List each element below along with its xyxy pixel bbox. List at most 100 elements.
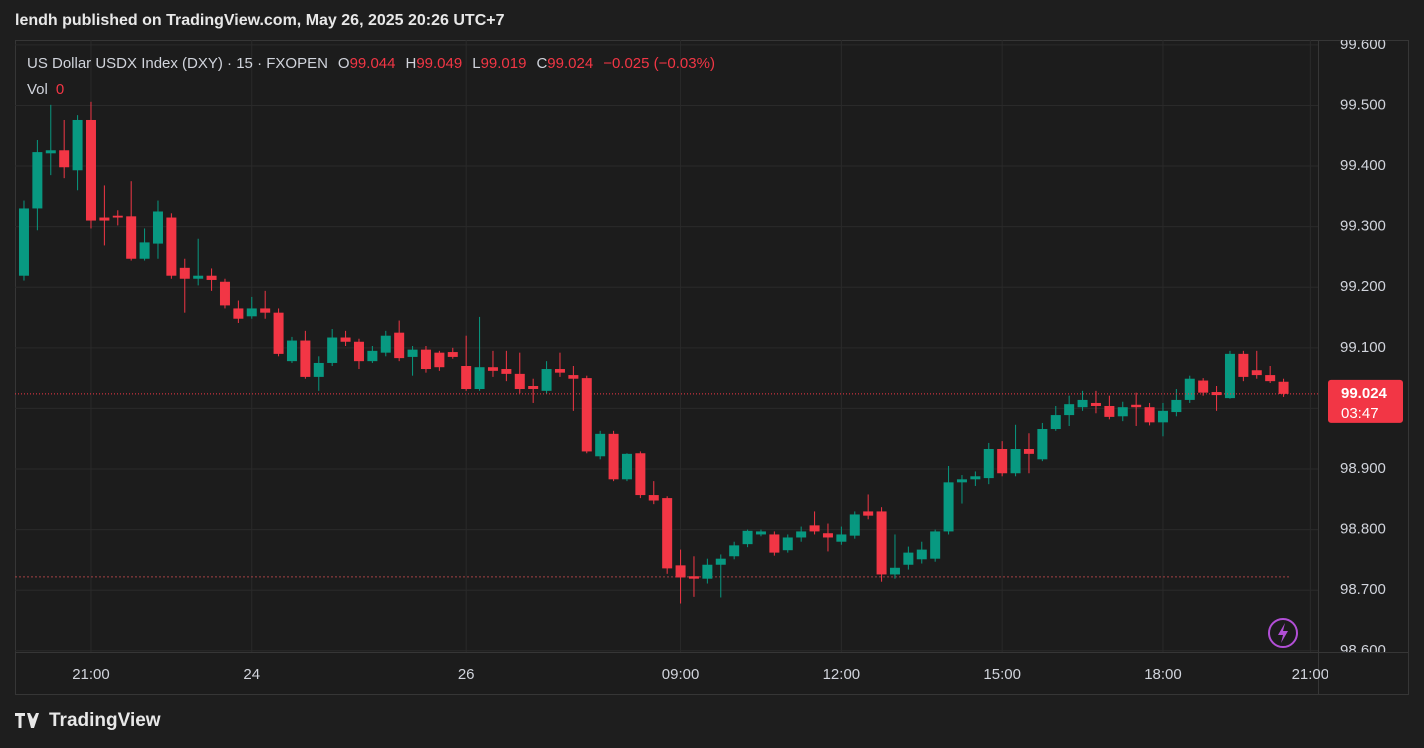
candle-body xyxy=(286,340,297,362)
candle-body xyxy=(769,534,780,553)
candle-body xyxy=(903,552,914,565)
candle-body xyxy=(983,449,994,479)
candle-body xyxy=(394,332,405,359)
candle-body xyxy=(18,208,29,276)
candle-body xyxy=(1064,404,1075,416)
last-price-box xyxy=(1328,379,1403,423)
brand-name: TradingView xyxy=(49,710,161,731)
candle-body xyxy=(246,308,257,317)
candle-body xyxy=(461,365,472,390)
candle-body xyxy=(1171,399,1182,413)
candle-body xyxy=(943,482,954,532)
candle-body xyxy=(836,534,847,542)
last-price-label: 99.024 xyxy=(1341,385,1388,402)
candle-body xyxy=(166,217,177,276)
candle-body xyxy=(112,215,123,218)
y-tick-label: 99.200 xyxy=(1340,278,1386,295)
candle-body xyxy=(300,340,311,377)
candle-body xyxy=(755,531,766,535)
candle-body xyxy=(340,337,351,342)
candle-body xyxy=(206,275,217,280)
candle-body xyxy=(1077,399,1088,408)
candle-body xyxy=(353,341,364,362)
candle-body xyxy=(715,558,726,565)
x-tick-label: 18:00 xyxy=(1144,666,1182,683)
x-tick-label: 24 xyxy=(243,666,260,683)
countdown-label: 03:47 xyxy=(1341,405,1379,422)
y-tick-label: 98.900 xyxy=(1340,460,1386,477)
candle-body xyxy=(889,567,900,575)
candle-body xyxy=(233,308,244,319)
y-tick-label: 99.600 xyxy=(1340,36,1386,53)
candle-body xyxy=(99,217,110,221)
volume-label: Vol xyxy=(27,81,48,98)
x-tick-label: 12:00 xyxy=(823,666,861,683)
candle-body xyxy=(1010,449,1021,474)
candle-body xyxy=(876,511,887,575)
candle-body xyxy=(1104,405,1115,417)
candle-body xyxy=(487,367,498,371)
candle-body xyxy=(72,119,83,171)
candle-body xyxy=(1037,429,1048,460)
candle-body xyxy=(474,367,485,390)
candle-body xyxy=(313,362,324,377)
candle-body xyxy=(434,352,445,368)
candle-body xyxy=(45,150,56,154)
candle-body xyxy=(675,565,686,578)
candle-body xyxy=(662,498,673,569)
y-tick-label: 99.500 xyxy=(1340,96,1386,113)
candle-body xyxy=(608,433,619,480)
symbol-title: US Dollar USDX Index (DXY) · 15 · FXOPEN xyxy=(27,55,328,72)
publisher-line: lendh published on TradingView.com, May … xyxy=(15,12,505,29)
candle-body xyxy=(1131,404,1142,408)
x-tick-label: 21:00 xyxy=(72,666,110,683)
alert-icon xyxy=(1268,618,1298,648)
low-prefix: L xyxy=(472,55,480,72)
candle-body xyxy=(139,242,150,259)
candle-body xyxy=(1278,381,1289,394)
y-tick-label: 99.400 xyxy=(1340,157,1386,174)
candles xyxy=(15,101,1318,604)
candle-body xyxy=(59,150,70,168)
candle-body xyxy=(260,308,271,313)
volume-value: 0 xyxy=(56,81,64,98)
candle-body xyxy=(1198,380,1209,393)
candle-body xyxy=(863,511,874,516)
candle-body xyxy=(407,349,418,357)
brand-logo xyxy=(15,713,39,728)
candle-body xyxy=(179,267,190,279)
candle-body xyxy=(648,495,659,501)
candle-body xyxy=(568,375,579,379)
legend-line: US Dollar USDX Index (DXY) · 15 · FXOPEN… xyxy=(27,55,715,72)
candle-body xyxy=(219,281,230,306)
candle-body xyxy=(528,385,539,390)
high-value: 99.049 xyxy=(416,55,462,72)
candle-body xyxy=(193,275,204,279)
candle-body xyxy=(796,531,807,538)
candle-body xyxy=(380,335,391,353)
candle-body xyxy=(822,533,833,538)
close-prefix: C xyxy=(536,55,547,72)
candle-body xyxy=(635,453,646,496)
x-tick-label: 26 xyxy=(458,666,475,683)
x-tick-label: 09:00 xyxy=(662,666,700,683)
candle-body xyxy=(1224,353,1235,399)
candle-body xyxy=(1090,402,1101,406)
candle-body xyxy=(541,369,552,391)
candle-body xyxy=(916,549,927,560)
time-axis: 21:00 24 26 09:00 12:00 15:00 18:00 21:00 xyxy=(72,666,1328,683)
candle-body xyxy=(970,476,981,480)
candle-body xyxy=(595,433,606,457)
candle-body xyxy=(85,119,96,221)
candle-body xyxy=(930,531,941,559)
candle-body xyxy=(554,369,565,373)
candle-body xyxy=(1050,415,1061,430)
candle-body xyxy=(1157,410,1168,423)
candle-body xyxy=(729,545,740,557)
candle-body xyxy=(327,337,338,363)
x-tick-label: 15:00 xyxy=(983,666,1021,683)
candle-body xyxy=(367,350,378,362)
candle-body xyxy=(1117,407,1128,417)
candle-body xyxy=(514,373,525,390)
